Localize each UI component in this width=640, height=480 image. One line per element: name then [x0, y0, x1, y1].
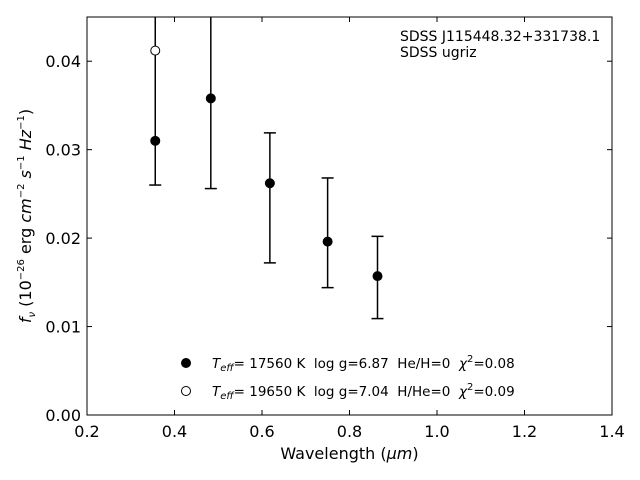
x-axis-title: Wavelength (μm) — [280, 444, 418, 463]
model-points — [150, 45, 161, 56]
x-tick-label: 0.2 — [74, 422, 99, 441]
y-tick-label: 0.04 — [45, 52, 81, 71]
x-tick-label: 1.4 — [599, 422, 624, 441]
observed-point — [372, 271, 383, 282]
y-axis-title: fν (10−26 erg cm−2 s−1 Hz−1) — [16, 109, 38, 323]
object-name-annotation: SDSS J115448.32+331738.1 — [400, 29, 600, 45]
x-tick-label: 0.8 — [337, 422, 362, 441]
x-tick-label: 1.2 — [512, 422, 537, 441]
observed-point — [205, 93, 216, 104]
observed-point — [322, 236, 333, 247]
model-point — [150, 45, 161, 56]
y-axis-ticks: 0.00 0.01 0.02 0.03 0.04 — [45, 52, 612, 425]
plot-area — [87, 17, 612, 415]
legend-marker-filled — [181, 358, 191, 368]
observed-point — [264, 178, 275, 189]
y-tick-label: 0.03 — [45, 141, 81, 160]
y-tick-label: 0.02 — [45, 229, 81, 248]
observed-point — [150, 135, 161, 146]
x-tick-label: 0.6 — [249, 422, 274, 441]
x-tick-label: 0.4 — [162, 422, 187, 441]
legend: Teff= 17560 K log g=6.87 He/H=0 χ2=0.08 … — [181, 354, 515, 402]
legend-entry-1: Teff= 17560 K log g=6.87 He/H=0 χ2=0.08 — [212, 354, 515, 374]
x-tick-label: 1.0 — [424, 422, 449, 441]
observed-points — [150, 93, 383, 282]
y-tick-label: 0.01 — [45, 318, 81, 337]
legend-marker-open — [181, 386, 191, 396]
photometry-annotation: SDSS ugriz — [400, 45, 477, 61]
y-tick-label: 0.00 — [45, 406, 81, 425]
x-axis-ticks: 0.2 0.4 0.6 0.8 1.0 1.2 1.4 — [74, 17, 625, 441]
legend-entry-2: Teff= 19650 K log g=7.04 H/He=0 χ2=0.09 — [212, 382, 515, 402]
